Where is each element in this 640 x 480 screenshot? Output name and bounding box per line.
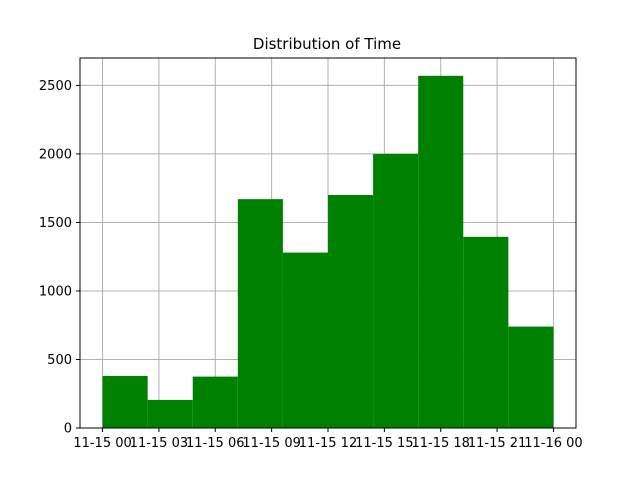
x-tick-label: 11-15 09 <box>242 436 300 451</box>
bar-5 <box>328 195 374 428</box>
x-tick-label: 11-15 00 <box>73 436 131 451</box>
chart-title: Distribution of Time <box>253 35 401 53</box>
x-tick-label: 11-15 03 <box>130 436 188 451</box>
y-tick-label: 1500 <box>39 216 72 231</box>
bars <box>102 75 554 429</box>
x-tick-label: 11-16 00 <box>524 436 582 451</box>
y-tick-label: 1000 <box>39 284 72 299</box>
bar-0 <box>102 375 148 428</box>
x-tick-label: 11-15 12 <box>299 436 357 451</box>
bar-1 <box>147 399 193 428</box>
bar-9 <box>508 326 554 428</box>
y-tick-label: 2000 <box>39 147 72 162</box>
x-tick-label: 11-15 15 <box>355 436 413 451</box>
bar-8 <box>463 236 509 428</box>
bar-2 <box>192 376 238 428</box>
y-tick-label: 500 <box>47 353 72 368</box>
x-tick-label: 11-15 18 <box>412 436 470 451</box>
x-tick-label: 11-15 21 <box>468 436 526 451</box>
y-tick-label: 0 <box>64 422 72 437</box>
bar-6 <box>373 153 419 429</box>
y-tick-label: 2500 <box>39 79 72 94</box>
bar-7 <box>418 75 464 428</box>
y-axis: 0 500 1000 1500 2000 2500 <box>39 79 80 437</box>
bar-3 <box>237 199 283 428</box>
x-tick-label: 11-15 06 <box>186 436 244 451</box>
bar-4 <box>282 252 328 428</box>
